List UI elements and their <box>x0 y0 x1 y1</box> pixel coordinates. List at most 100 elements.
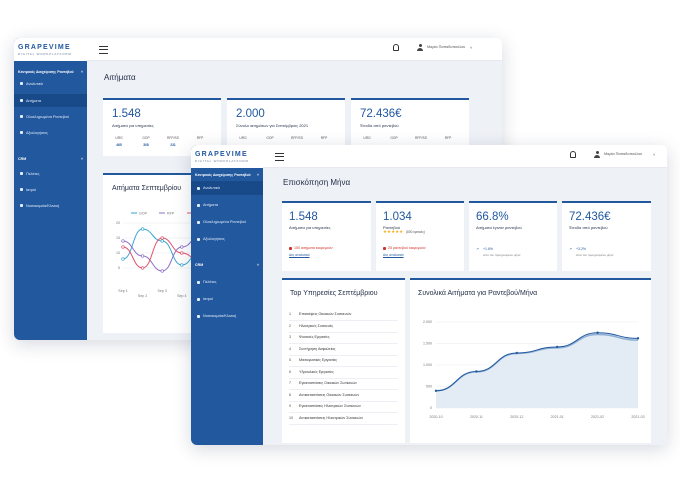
nav-group-appointments[interactable]: Κεντρικός Διαχείρισης Ραντεβού ˄ <box>14 68 87 76</box>
list-item-rank: 9 <box>289 404 292 408</box>
panel-title: Top Υπηρεσίες Σεπτέμβριου <box>290 290 378 297</box>
user-name[interactable]: Μαρία Παπαδοπούλου <box>604 152 643 156</box>
chevron-up-icon: ˄ <box>256 173 259 177</box>
kpi-warning: 150 αιτήματα εκκρεμούν <box>294 246 333 250</box>
nav-group-crm[interactable]: CRM ˄ <box>14 155 87 163</box>
list-item[interactable]: 5 Μικτοφυσικές Εργασίες <box>289 354 398 367</box>
bell-icon[interactable] <box>570 151 576 158</box>
sidebar-item-analytics[interactable]: Αναλυτικά <box>14 78 87 89</box>
legend-label: RFP <box>167 212 175 216</box>
kpi-card: 1.548 Αιτήματα για υπηρεσίες URG 465 GOP… <box>103 98 221 156</box>
legend-label: GOP <box>139 212 148 216</box>
doctor-icon <box>197 297 200 301</box>
y-tick-label: 1.000 <box>423 363 432 367</box>
sidebar-item-label: Αιτήματα <box>203 203 219 207</box>
sidebar-item-doctors[interactable]: Ιατροί <box>14 184 87 195</box>
list-item[interactable]: 4 Συντήρηση Ασφαλείας <box>289 343 398 356</box>
list-item[interactable]: 1 Επισκέψεις Οικιακών Συσκευών <box>289 308 398 321</box>
calendar-icon <box>20 115 23 118</box>
sidebar-item-label: Νοσοκομεία/Κλινική <box>203 314 237 318</box>
kpi-value: 1.548 <box>289 211 318 223</box>
chevron-down-icon[interactable]: ˅ <box>470 44 473 50</box>
kpi-trend-note: Από τον προηγούμενο μήνα <box>483 253 521 257</box>
list-item-rank: 1 <box>289 312 292 316</box>
mini-label: RFP/SS <box>415 136 427 140</box>
list-item[interactable]: 2 Ηλεκτρικές Συσκευές <box>289 320 398 333</box>
kpi-trend-note: Από τον προηγούμενο μήνα <box>576 253 614 257</box>
data-point <box>596 331 599 334</box>
list-item-rank: 7 <box>289 381 292 385</box>
sidebar-item-hospitals[interactable]: Νοσοκομεία/Κλινική <box>14 200 87 211</box>
sidebar-item-analytics[interactable]: Αναλυτικά <box>191 181 263 195</box>
kpi-value: 2.000 <box>236 108 265 120</box>
logo[interactable]: GRAPEVIME DIGITAL WORKPLATFORM <box>191 145 263 168</box>
sidebar-item-doctors[interactable]: Ιατροί <box>191 293 263 305</box>
details-link[interactable]: Δες αναλυτικά <box>289 253 310 257</box>
hospital-icon <box>20 204 23 207</box>
kpi-label: Αιτήματα για υπηρεσίες <box>112 123 154 128</box>
x-tick-label: 2020-12 <box>510 415 523 419</box>
data-point <box>160 236 164 240</box>
chevron-up-icon: ˄ <box>80 70 83 74</box>
sidebar-item-requests[interactable]: Αιτήματα <box>191 199 263 211</box>
chart-title: Αιτήματα Σεπτεμβρίου <box>112 185 182 192</box>
list-item[interactable]: 10 Αντικαταστάσεις Ηλεκτρικών Συσκευών <box>289 412 398 425</box>
list-item[interactable]: 8 Αντικαταστάσεις Οικιακών Συσκευών <box>289 389 398 402</box>
user-icon <box>197 280 200 284</box>
y-tick-label: 1.500 <box>423 342 432 346</box>
sidebar-item-completed[interactable]: Ολοκληρωμένα Ραντεβού <box>191 216 263 228</box>
user-icon <box>417 44 423 51</box>
nav-group-label: CRM <box>195 263 204 267</box>
sidebar-item-hospitals[interactable]: Νοσοκομεία/Κλινική <box>191 310 263 322</box>
sidebar-item-requests[interactable]: Αιτήματα <box>14 94 87 107</box>
nav-group-crm[interactable]: CRM ˄ <box>191 261 263 269</box>
menu-icon[interactable] <box>275 153 284 161</box>
sidebar-item-label: Αξιολογήσεις <box>26 130 48 135</box>
mini-label: RFP/SS <box>291 136 303 140</box>
sidebar-item-completed[interactable]: Ολοκληρωμένα Ραντεβού <box>14 111 87 122</box>
list-item[interactable]: 3 Ψυκτικές Εργασίες <box>289 331 398 344</box>
list-item[interactable]: 7 Εγκαταστάσεις Οικιακών Συσκευών <box>289 377 398 390</box>
alert-icon <box>383 247 386 250</box>
mini-label: GOP <box>390 136 398 140</box>
list-item[interactable]: 9 Εγκαταστάσεις Ηλεκτρικών Συσκευών <box>289 400 398 413</box>
chevron-down-icon[interactable]: ˅ <box>653 151 656 157</box>
star-icon <box>197 237 200 241</box>
list-item[interactable]: 6 Υδραυλικές Εργασίες <box>289 366 398 379</box>
sidebar-item-label: Ολοκληρωμένα Ραντεβού <box>26 114 70 119</box>
data-point <box>556 345 559 349</box>
user-name[interactable]: Μαρία Παπαδοπούλου <box>427 45 466 49</box>
logo[interactable]: GRAPEVIME DIGITAL WORKPLATFORM <box>14 38 87 61</box>
topbar: Μαρία Παπαδοπούλου ˅ <box>263 145 667 168</box>
kpi-trend: +3.2% <box>576 247 587 251</box>
kpi-value: 1.548 <box>112 108 141 120</box>
sidebar: GRAPEVIME DIGITAL WORKPLATFORM Κεντρικός… <box>14 38 87 340</box>
x-tick-label: 2021-03 <box>631 415 644 419</box>
list-item-label: Εγκαταστάσεις Οικιακών Συσκευών <box>299 381 357 385</box>
data-point <box>160 239 164 243</box>
sidebar-item-customers[interactable]: Πελάτες <box>14 168 87 179</box>
sidebar-item-reviews[interactable]: Αξιολογήσεις <box>14 127 87 138</box>
series-line <box>435 332 639 392</box>
sidebar-item-customers[interactable]: Πελάτες <box>191 276 263 288</box>
details-link[interactable]: Δες αναλυτικά <box>383 253 404 257</box>
logo-text: GRAPEVIME <box>18 43 71 51</box>
list-item-label: Επισκέψεις Οικιακών Συσκευών <box>299 312 352 316</box>
kpi-card-revenue: 72.436€ Έσοδα από ραντεβού ↗ +3.2% Από τ… <box>562 201 651 271</box>
nav-group-appointments[interactable]: Κεντρικός Διαχείρισης Ραντεβού ˄ <box>191 171 263 179</box>
main-content: Επισκόπηση Μήνα 1.548 Αιτήματα για υπηρε… <box>263 168 667 445</box>
kpi-label: Ραντεβού <box>383 225 401 230</box>
user-icon <box>594 151 600 158</box>
mini-label: URG <box>239 136 247 140</box>
menu-icon[interactable] <box>99 46 108 54</box>
mini-label: URG <box>363 136 371 140</box>
nav-group-label: Κεντρικός Διαχείρισης Ραντεβού <box>195 173 251 177</box>
sidebar-item-label: Αναλυτικά <box>203 186 220 190</box>
bell-icon[interactable] <box>393 44 399 51</box>
sidebar-item-reviews[interactable]: Αξιολογήσεις <box>191 233 263 245</box>
data-point <box>140 266 145 270</box>
kpi-label: Σύνολο αιτημάτων για Σεπτέμβριος 2021 <box>236 123 309 128</box>
sidebar-item-label: Ιατροί <box>26 187 36 192</box>
area-chart: 0 500 1.000 1.500 2.000 2020-10 2020-11 2020-12… <box>423 320 645 419</box>
logo-tagline: DIGITAL WORKPLATFORM <box>18 51 72 56</box>
